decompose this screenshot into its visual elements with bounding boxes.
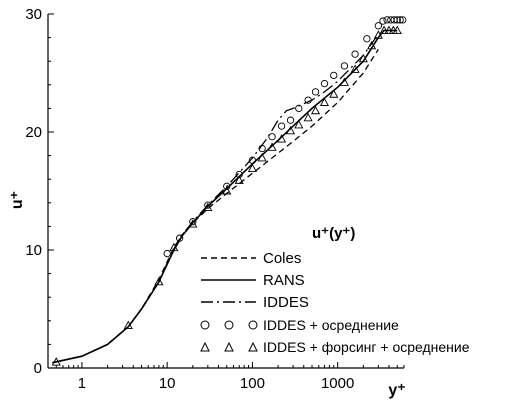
triangle-marker — [392, 25, 402, 34]
circle-marker — [374, 22, 382, 30]
circle-marker — [248, 156, 257, 164]
series-4-markers — [163, 16, 407, 258]
triangle-marker — [188, 219, 198, 228]
y-tick-label: 20 — [25, 124, 42, 141]
series-1-line — [52, 49, 379, 364]
legend-item-coles: Coles — [201, 250, 301, 267]
legend: Coles RANS IDDES IDDES + осреднение IDDE… — [200, 250, 470, 355]
triangle-marker — [303, 112, 313, 122]
legend-marker-triangle — [224, 341, 234, 352]
triangle-marker — [367, 40, 377, 50]
circle-marker — [223, 182, 231, 190]
x-ticks: 1 10 100 1000 — [47, 362, 405, 392]
triangle-marker — [358, 53, 368, 63]
legend-item-iddes-forcing-avg: IDDES + форсинг + осреднение — [200, 339, 470, 355]
circle-marker — [379, 17, 387, 25]
legend-marker-triangle — [248, 341, 258, 352]
triangle-marker — [169, 242, 179, 252]
legend-item-rans: RANS — [201, 272, 305, 289]
x-tick-label: 1 — [78, 375, 86, 392]
triangle-marker — [247, 163, 257, 173]
triangle-marker — [319, 97, 330, 106]
circle-marker — [393, 16, 401, 24]
triangle-marker — [234, 175, 244, 184]
circle-marker — [399, 16, 407, 24]
circle-marker — [258, 144, 266, 153]
y-tick-label: 10 — [25, 242, 42, 259]
x-axis-label: y⁺ — [388, 382, 405, 399]
series-5-markers — [51, 25, 402, 366]
y-tick-label: 0 — [34, 360, 42, 377]
triangle-marker — [373, 30, 383, 39]
triangle-marker — [350, 64, 360, 73]
triangle-marker — [203, 202, 213, 211]
triangle-marker — [267, 142, 277, 151]
legend-marker-circle — [224, 320, 234, 330]
legend-marker-circle — [200, 320, 210, 330]
legend-label-iddes-avg: IDDES + осреднение — [263, 317, 399, 333]
chart-annotation: u⁺(y⁺) — [312, 225, 355, 242]
circle-marker — [235, 170, 243, 179]
circle-marker — [286, 116, 295, 124]
circle-marker — [330, 71, 338, 80]
circle-marker — [340, 62, 349, 70]
circle-marker — [175, 234, 184, 242]
circle-marker — [363, 35, 371, 43]
circle-marker — [396, 16, 404, 24]
triangle-marker — [257, 153, 267, 162]
triangle-marker — [384, 25, 394, 34]
triangle-marker — [379, 25, 389, 34]
legend-label-rans: RANS — [263, 272, 305, 289]
triangle-marker — [310, 105, 321, 115]
circle-marker — [320, 79, 329, 88]
circle-marker — [383, 16, 391, 24]
circle-marker — [304, 96, 312, 104]
series-group — [51, 16, 407, 366]
circle-marker — [204, 201, 212, 209]
legend-marker-circle — [248, 320, 258, 330]
legend-label-iddes-forcing-avg: IDDES + форсинг + осреднение — [263, 339, 470, 355]
legend-marker-triangle — [200, 341, 210, 352]
triangle-marker — [294, 119, 304, 129]
circle-marker — [311, 88, 320, 96]
legend-label-iddes: IDDES — [263, 294, 309, 311]
circle-marker — [277, 122, 286, 130]
y-ticks: 0 10 20 30 — [25, 6, 54, 377]
circle-marker — [295, 104, 303, 113]
triangle-marker — [51, 357, 61, 366]
circle-marker — [390, 16, 398, 24]
x-tick-label: 100 — [240, 375, 265, 392]
circle-marker — [163, 249, 171, 258]
legend-label-coles: Coles — [263, 250, 301, 267]
triangle-marker — [154, 276, 164, 286]
circle-marker — [351, 50, 359, 58]
circle-marker — [268, 133, 276, 141]
triangle-marker — [277, 134, 287, 143]
triangle-marker — [222, 186, 232, 195]
x-tick-label: 10 — [159, 375, 176, 392]
x-tick-label: 1000 — [321, 375, 354, 392]
legend-item-iddes-avg: IDDES + осреднение — [200, 317, 399, 333]
triangle-marker — [123, 320, 133, 329]
plot-area: 1 10 100 1000 0 10 20 30 — [25, 6, 407, 392]
triangle-marker — [329, 89, 339, 98]
y-axis-label: u⁺ — [9, 191, 26, 209]
y-tick-label: 30 — [25, 6, 42, 23]
circle-marker — [189, 218, 197, 226]
triangle-marker — [339, 77, 349, 86]
legend-item-iddes: IDDES — [201, 294, 309, 311]
triangle-marker — [285, 125, 296, 135]
